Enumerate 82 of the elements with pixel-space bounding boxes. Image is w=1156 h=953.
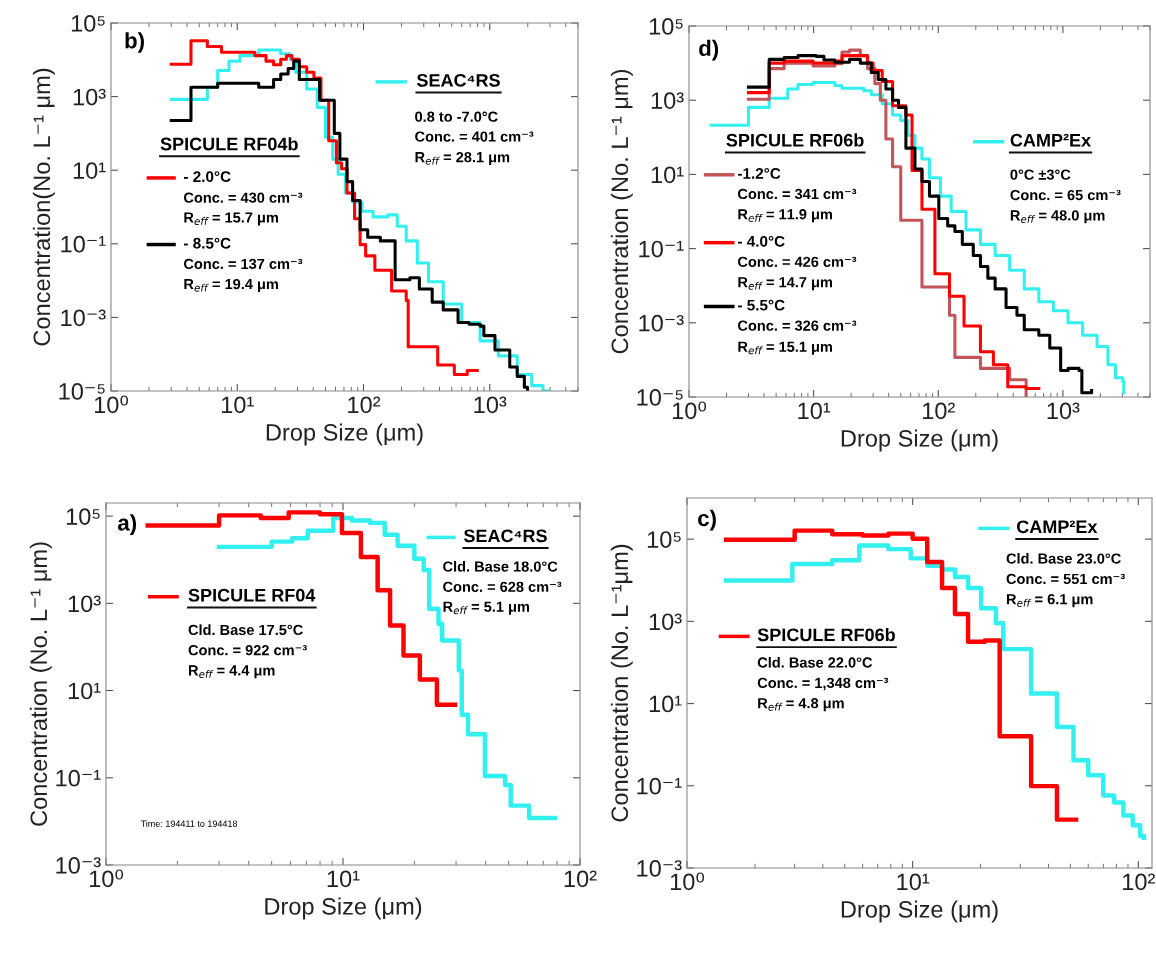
annotation: R$_{eff}$ = 28.1 μm <box>415 151 510 166</box>
annotation: R$_{eff}$ = 19.4 μm <box>184 278 278 293</box>
annotation: R$_{eff}$ = 5.1 μm <box>443 601 530 615</box>
y-tick-label: 10⁻³ <box>639 314 684 332</box>
y-tick-label: 10⁵ <box>71 15 105 32</box>
x-tick-label: 10¹ <box>897 873 930 891</box>
annotation: Conc. = 922 cm⁻³ <box>188 645 307 656</box>
x-tick-label: 10³ <box>474 396 507 414</box>
annotation: Conc. = 341 cm⁻³ <box>738 188 857 200</box>
y-tick-label: 10⁻¹ <box>61 235 106 253</box>
x-axis-title: Drop Size (μm) <box>265 897 422 920</box>
y-tick-label: 10¹ <box>68 682 101 700</box>
annotation: R$_{eff}$ = 15.7 μm <box>184 212 278 226</box>
chart-title: c) <box>698 509 716 531</box>
annotation: R$_{eff}$ = 48.0 μm <box>1010 210 1105 224</box>
y-tick-label: 10¹ <box>649 695 682 713</box>
annotation: Conc. = 137 cm⁻³ <box>183 258 303 270</box>
annotation: Time: 194411 to 194418 <box>140 820 238 827</box>
annotation: Conc. = 401 cm⁻³ <box>415 131 534 142</box>
y-tick-label: 10³ <box>73 88 106 106</box>
text: d) <box>699 39 719 61</box>
y-axis-title: Concentration (No. L⁻¹ μm) <box>610 70 633 354</box>
legend-label: - 2.0°C <box>183 171 231 183</box>
legend-label: - 8.5°C <box>183 237 231 249</box>
annotation: R$_{eff}$ = 6.1 μm <box>1006 594 1093 608</box>
legend-label: SEAC⁴RS <box>463 529 547 543</box>
y-tick-label: 10¹ <box>73 162 106 179</box>
annotation: R$_{eff}$ = 4.4 μm <box>188 665 275 679</box>
annotation: Conc. = 430 cm⁻³ <box>183 192 303 203</box>
x-axis-title: Drop Size (μm) <box>266 423 423 446</box>
x-tick-label: 10¹ <box>327 870 360 888</box>
annotation: Conc. = 326 cm⁻³ <box>738 320 857 331</box>
annotation: R$_{eff}$ = 4.8 μm <box>758 697 844 712</box>
annotation: Cld. Base 18.0°C <box>443 561 558 572</box>
annotation: Conc. = 628 cm⁻³ <box>443 581 562 592</box>
legend-label: CAMP²Ex <box>1016 520 1098 534</box>
y-axis-title: Concentration (No. L⁻¹ μm) <box>29 542 52 826</box>
chart-title: a) <box>118 514 137 536</box>
y-tick-label: 10⁻¹ <box>637 777 682 795</box>
y-tick-label: 10⁵ <box>647 531 681 548</box>
annotation: Conc. = 65 cm⁻³ <box>1010 189 1121 201</box>
y-tick-label: 10⁻¹ <box>639 240 684 258</box>
y-tick-label: 10⁻¹ <box>56 769 101 787</box>
annotation: R$_{eff}$ = 14.7 μm <box>738 277 832 291</box>
annotation: Cld. Base 22.0°C <box>757 656 873 668</box>
y-axis-title: Concentration (No. L⁻¹μm) <box>610 544 633 822</box>
y-tick-label: 10⁻³ <box>61 309 106 327</box>
y-tick-label: 10³ <box>651 92 684 109</box>
legend-label: - 5.5°C <box>738 299 785 311</box>
y-axis-title: Concentration(No. L⁻¹ μm) <box>32 68 55 346</box>
annotation: R$_{eff}$ = 15.1 μm <box>738 341 832 355</box>
x-tick-label: 10² <box>564 870 597 888</box>
x-axis-title: Drop Size (μm) <box>841 429 998 452</box>
legend-label: - 4.0°C <box>738 235 785 247</box>
annotation: Conc. = 426 cm⁻³ <box>738 256 857 267</box>
x-axis-title: Drop Size (μm) <box>841 900 998 923</box>
y-tick-label: 10¹ <box>651 166 684 184</box>
annotation: Cld. Base 17.5°C <box>188 624 303 636</box>
x-tick-label: 10² <box>923 402 955 420</box>
legend-label: -1.2°C <box>738 168 781 179</box>
y-tick-label: 10⁵ <box>649 18 683 35</box>
annotation: Conc. = 551 cm⁻³ <box>1006 573 1125 585</box>
chart-title: b) <box>125 32 144 53</box>
y-tick-label: 10⁵ <box>66 508 100 525</box>
legend-title: SPICULE RF04b <box>160 137 298 151</box>
x-tick-label: 10² <box>1123 873 1155 891</box>
annotation: R$_{eff}$ = 11.9 μm <box>738 209 832 223</box>
y-tick-label: 10³ <box>68 595 101 613</box>
x-tick-label: 10¹ <box>798 402 831 420</box>
x-tick-label: 10² <box>348 396 381 414</box>
legend-label: SEAC⁴RS <box>416 73 500 87</box>
legend-label: SPICULE RF06b <box>757 627 895 642</box>
x-tick-label: 10³ <box>1047 402 1080 420</box>
annotation: 0°C ±3°C <box>1010 169 1071 180</box>
annotation: Conc. = 1,348 cm⁻³ <box>757 677 889 691</box>
x-tick-label: 10¹ <box>221 396 254 414</box>
annotation: 0.8 to -7.0°C <box>415 111 498 122</box>
legend-title: SPICULE RF06b <box>726 133 864 147</box>
y-tick-label: 10³ <box>649 613 682 631</box>
legend-label: CAMP²Ex <box>1010 133 1091 147</box>
legend-label: SPICULE RF04 <box>188 588 316 602</box>
annotation: Cld. Base 23.0°C <box>1006 552 1121 564</box>
